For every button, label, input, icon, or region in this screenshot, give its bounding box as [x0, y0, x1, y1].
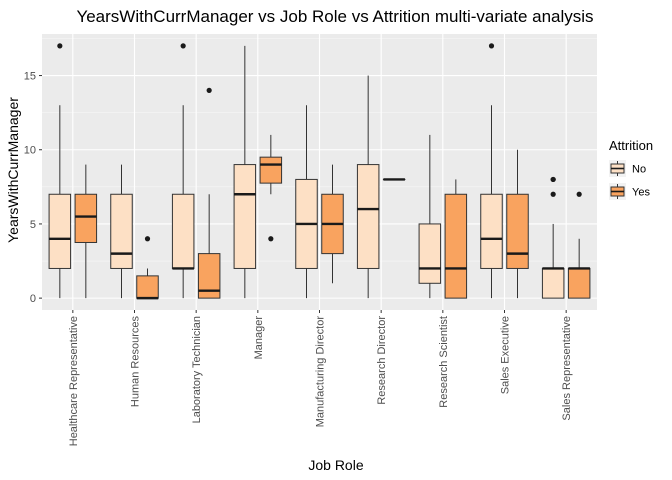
outlier-point — [576, 191, 582, 197]
x-tick-label: Research Director — [376, 316, 388, 405]
x-tick-label: Research Scientist — [438, 316, 450, 408]
outlier-point — [268, 236, 274, 242]
box — [259, 156, 283, 184]
box — [233, 164, 257, 269]
box — [567, 267, 591, 299]
x-tick-label: Healthcare Representative — [68, 316, 80, 446]
x-tick-label: Sales Representative — [561, 316, 573, 421]
box — [110, 193, 133, 269]
outlier-point — [550, 176, 556, 183]
outlier-point — [488, 43, 495, 49]
outlier-point — [180, 43, 186, 49]
y-axis-title: YearsWithCurrManager — [5, 97, 21, 243]
legend-title: Attrition — [609, 138, 653, 153]
outlier-point — [57, 43, 63, 49]
outlier-point — [206, 87, 212, 93]
box — [136, 275, 159, 299]
legend-item: Yes — [609, 183, 650, 200]
box — [506, 193, 529, 269]
legend-item: No — [609, 160, 646, 177]
box — [48, 193, 72, 269]
legend-label: No — [632, 164, 646, 176]
box — [418, 223, 442, 284]
x-axis-title: Job Role — [308, 457, 363, 473]
box — [74, 193, 98, 243]
box — [541, 267, 565, 299]
y-tick-label: 0 — [30, 293, 36, 305]
box — [171, 193, 195, 269]
box — [444, 193, 468, 299]
box — [356, 164, 380, 269]
y-tick-label: 15 — [24, 71, 36, 83]
y-tick-label: 10 — [24, 145, 36, 157]
x-tick-label: Sales Executive — [500, 316, 512, 394]
y-tick-label: 5 — [30, 219, 36, 231]
x-tick-label: Human Resources — [130, 316, 142, 408]
chart-title: YearsWithCurrManager vs Job Role vs Attr… — [76, 7, 593, 26]
x-tick-label: Laboratory Technician — [191, 316, 203, 423]
outlier-point — [550, 191, 556, 197]
legend-label: Yes — [632, 187, 650, 199]
x-tick-label: Manufacturing Director — [315, 316, 327, 428]
box — [480, 193, 503, 269]
box — [197, 253, 221, 299]
legend: Attrition No Yes — [609, 138, 653, 200]
outlier-point — [144, 236, 151, 242]
x-tick-label: Manager — [253, 316, 265, 360]
